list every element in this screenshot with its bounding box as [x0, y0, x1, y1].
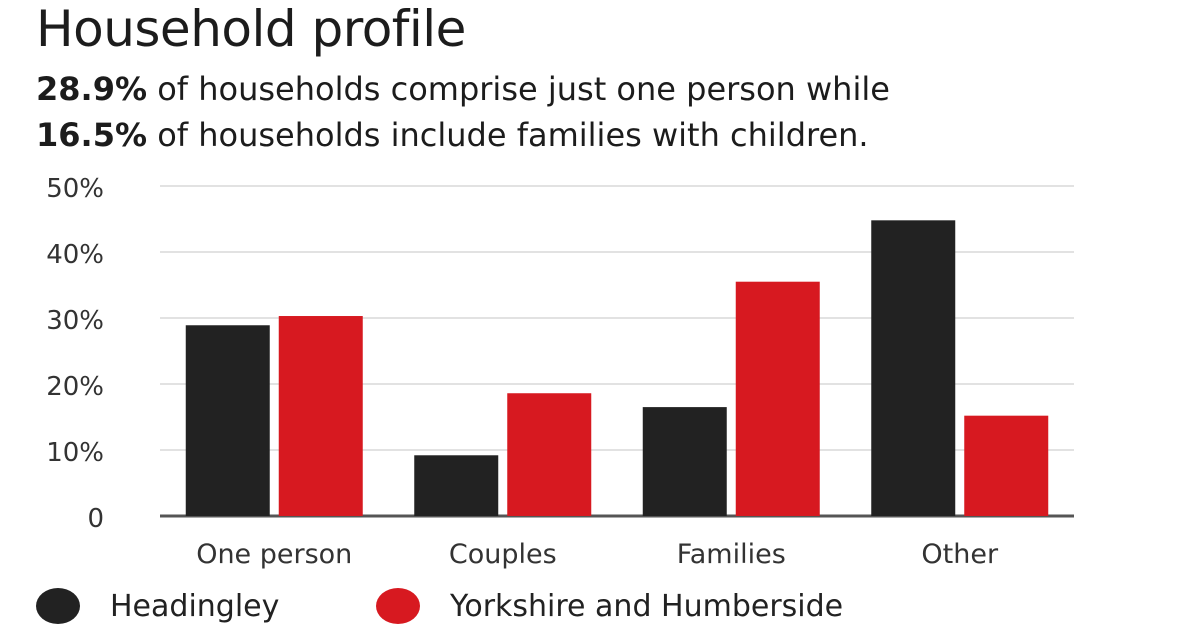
legend-label-yorkshire: Yorkshire and Humberside: [450, 588, 844, 624]
subtitle-text-1: of households comprise just one person w…: [147, 70, 890, 108]
x-tick-label: Other: [921, 539, 999, 570]
y-tick-label: 0: [87, 504, 104, 534]
subtitle-line-1: 28.9% of households comprise just one pe…: [36, 70, 890, 108]
bar-headingley: [185, 325, 270, 516]
y-tick-label: 50%: [46, 174, 104, 204]
subtitle-text-2: of households include families with chil…: [147, 116, 869, 154]
page-title: Household profile: [36, 0, 466, 58]
legend-swatch-headingley: [36, 588, 80, 624]
legend-swatch-yorkshire: [376, 588, 420, 624]
subtitle-stat-families: 16.5%: [36, 116, 148, 154]
bar-headingley: [642, 407, 727, 516]
y-tick-label: 40%: [46, 240, 104, 270]
subtitle-stat-one-person: 28.9%: [36, 70, 148, 108]
bar-chart: 0 10% 20% 30% 40% 50% One person Couples Familie…: [46, 174, 1074, 570]
y-tick-label: 10%: [46, 438, 104, 468]
x-tick-label: Couples: [449, 539, 557, 570]
legend-label-headingley: Headingley: [110, 588, 280, 624]
bar-headingley: [871, 220, 956, 516]
legend-item-yorkshire: Yorkshire and Humberside: [376, 584, 843, 628]
bar-yorkshire: [735, 281, 820, 516]
x-tick-label: Families: [677, 539, 786, 570]
legend-item-headingley: Headingley: [36, 584, 279, 628]
x-tick-label: One person: [196, 539, 352, 570]
bar-yorkshire: [507, 393, 592, 516]
bar-yorkshire: [964, 415, 1049, 516]
y-tick-label: 20%: [46, 372, 104, 402]
bar-yorkshire: [278, 316, 363, 516]
subtitle-line-2: 16.5% of households include families wit…: [36, 116, 869, 154]
bar-headingley: [414, 455, 499, 516]
y-tick-label: 30%: [46, 306, 104, 336]
